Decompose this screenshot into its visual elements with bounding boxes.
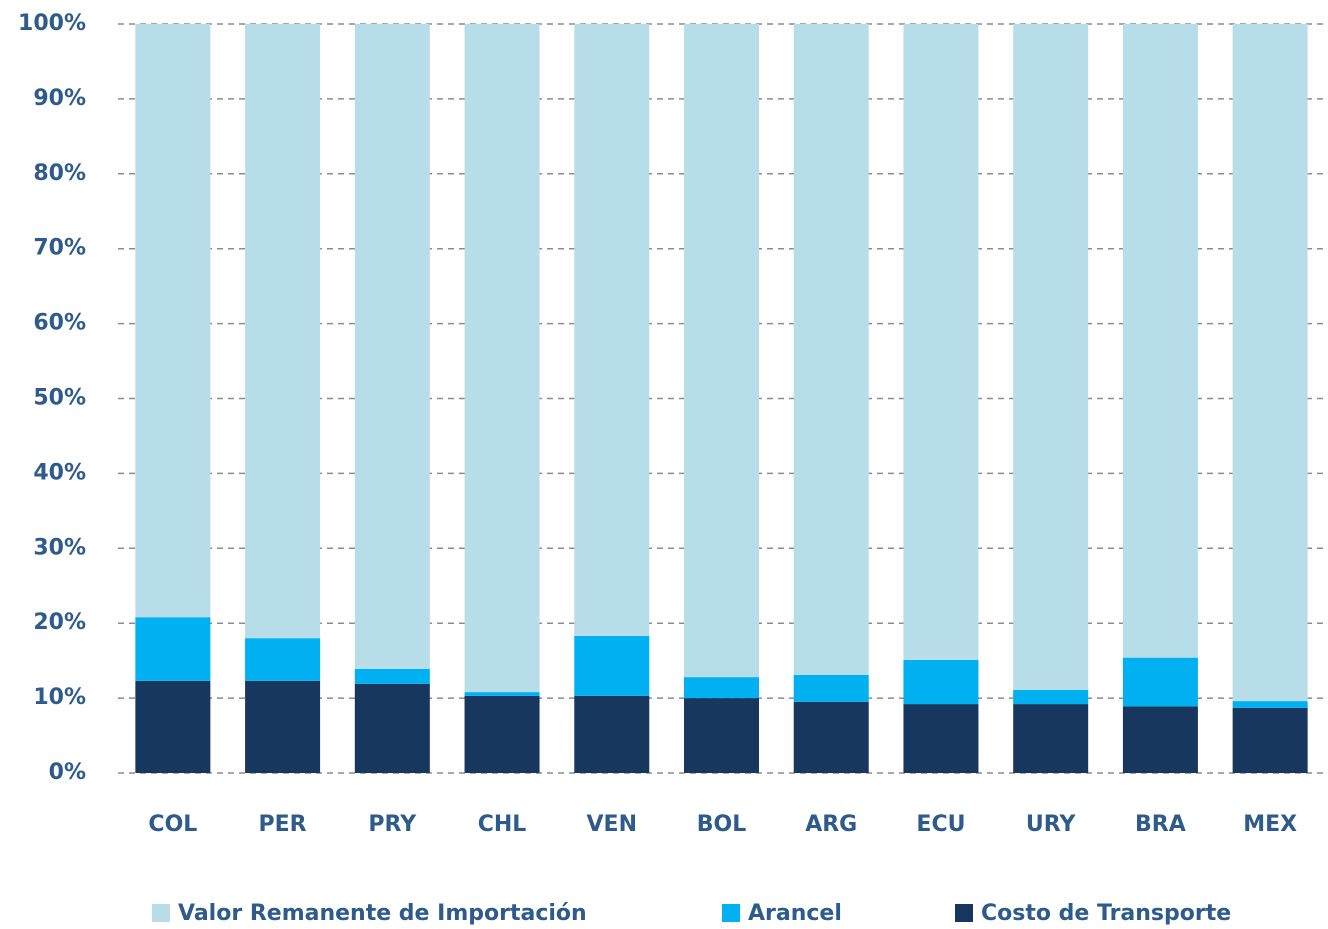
x-tick-label: BRA [1135,812,1186,837]
x-tick-label: URY [1026,812,1077,837]
bar-segment [1122,706,1198,773]
bar-segment [464,695,540,773]
y-tick-label: 0% [49,760,86,785]
y-tick-label: 100% [18,11,86,36]
legend-swatch [722,904,740,922]
y-tick-label: 10% [33,685,86,710]
legend-swatch [955,904,973,922]
x-tick-label: CHL [478,812,527,837]
legend-swatch [152,904,170,922]
bar-segment [903,24,979,660]
bar-segment [1232,24,1308,702]
bar-segment [793,24,869,675]
x-tick-label: ARG [805,812,857,837]
bar-segment [135,680,211,773]
bar-segment [1122,24,1198,658]
legend-label: Arancel [748,901,842,926]
bar-segment [793,674,869,702]
y-tick-label: 60% [33,311,86,336]
x-tick-label: MEX [1243,812,1297,837]
y-tick-label: 90% [33,86,86,111]
bar-segment [1232,707,1308,773]
bar-segment [574,695,650,773]
y-tick-label: 50% [33,386,86,411]
bar-segment [903,659,979,705]
bar-segment [464,24,540,693]
bar-segment [1013,689,1089,705]
y-tick-label: 80% [33,161,86,186]
bar-segment [574,24,650,636]
y-tick-label: 40% [33,460,86,485]
x-tick-label: VEN [587,812,637,837]
y-tick-label: 20% [33,610,86,635]
bar-segment [245,638,321,681]
bar-segment [464,692,540,696]
bar-segment [793,701,869,773]
bar-segment [354,24,430,669]
bar-segment [245,680,321,773]
bar-segment [1122,657,1198,707]
legend-label: Valor Remanente de Importación [178,901,587,926]
bar-segment [684,677,759,699]
bar-segment [684,24,759,678]
bar-segment [135,617,211,681]
bar-segment [354,668,430,684]
x-tick-label: ECU [916,812,965,837]
bar-segment [1013,704,1089,773]
y-tick-label: 70% [33,236,86,261]
bar-segment [245,24,321,639]
x-tick-label: PER [259,812,307,837]
legend-label: Costo de Transporte [981,901,1231,926]
bar-segment [684,698,759,773]
bar-segment [1232,701,1308,708]
y-tick-label: 30% [33,535,86,560]
bar-segment [354,683,430,773]
bar-segment [135,24,211,618]
bar-segment [1013,24,1089,690]
bar-segment [903,704,979,773]
bar-segment [574,635,650,696]
x-tick-label: BOL [697,812,747,837]
x-tick-label: PRY [368,812,417,837]
x-tick-label: COL [148,812,197,837]
